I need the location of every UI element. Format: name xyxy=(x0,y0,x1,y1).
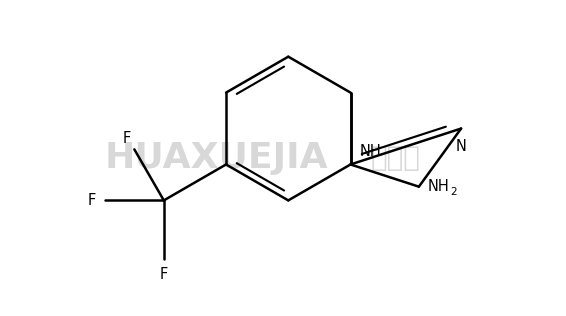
Text: NH: NH xyxy=(427,179,449,194)
Text: F: F xyxy=(88,193,96,208)
Text: HUAXUEJIA: HUAXUEJIA xyxy=(104,141,328,175)
Text: F: F xyxy=(160,266,168,282)
Text: NH: NH xyxy=(359,144,381,159)
Text: 2: 2 xyxy=(451,187,457,198)
Text: N: N xyxy=(456,139,466,154)
Text: F: F xyxy=(122,131,131,147)
Text: 化学加: 化学加 xyxy=(370,144,421,172)
